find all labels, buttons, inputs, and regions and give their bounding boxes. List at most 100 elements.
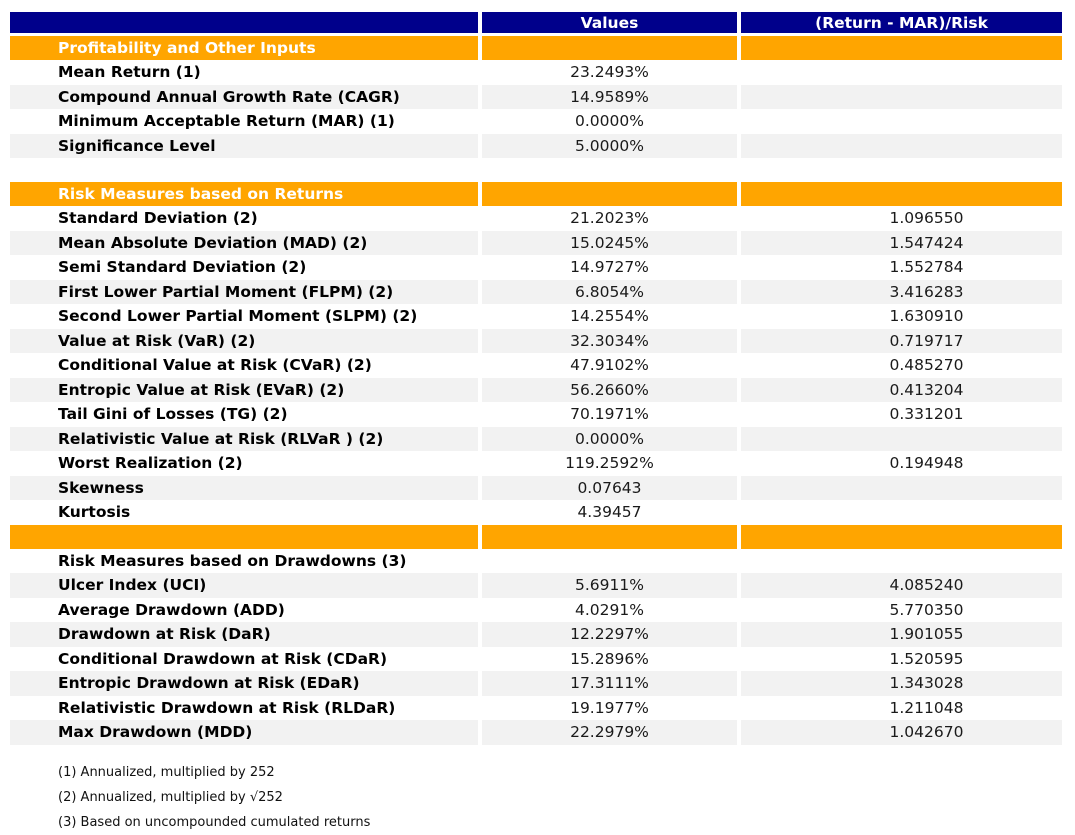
value-cell: 14.9727% [482, 255, 737, 280]
value-cell: 70.1971% [482, 402, 737, 427]
value-cell: 14.9589% [482, 84, 737, 109]
table-row: Max Drawdown (MDD) 22.2979% 1.042670 [10, 720, 1062, 745]
metric-label-cell: Minimum Acceptable Return (MAR) (1) [10, 109, 478, 134]
value-cell: 21.2023% [482, 206, 737, 231]
value-cell [482, 524, 737, 549]
table-body: Profitability and Other Inputs Mean Retur… [10, 36, 1062, 745]
header-ratio-cell: (Return - MAR)/Risk [741, 12, 1062, 33]
metric-label-cell: Drawdown at Risk (DaR) [10, 622, 478, 647]
ratio-cell: 5.770350 [741, 597, 1062, 622]
risk-metrics-table: Values (Return - MAR)/Risk Profitability… [10, 12, 1062, 745]
header-values-cell: Values [482, 12, 737, 33]
value-cell: 4.0291% [482, 597, 737, 622]
table-row: Entropic Drawdown at Risk (EDaR) 17.3111%… [10, 671, 1062, 696]
header-metric-cell [10, 12, 478, 33]
metric-label-cell: Average Drawdown (ADD) [10, 597, 478, 622]
table-row: Compound Annual Growth Rate (CAGR) 14.958… [10, 84, 1062, 109]
footnote: (1) Annualized, multiplied by 252 [58, 765, 275, 780]
metric-label-cell: Kurtosis [10, 500, 478, 525]
metric-label-cell: Standard Deviation (2) [10, 206, 478, 231]
ratio-cell: 1.552784 [741, 255, 1062, 280]
footnote: (2) Annualized, multiplied by √252 [58, 790, 283, 805]
table-row: Relativistic Value at Risk (RLVaR ) (2) 0… [10, 426, 1062, 451]
table-row: Standard Deviation (2) 21.2023% 1.096550 [10, 206, 1062, 231]
ratio-cell [741, 548, 1062, 573]
metric-label-cell: Worst Realization (2) [10, 451, 478, 476]
value-cell: 4.39457 [482, 500, 737, 525]
table-row: Minimum Acceptable Return (MAR) (1) 0.000… [10, 109, 1062, 134]
value-cell: 19.1977% [482, 695, 737, 720]
metric-label-cell [10, 524, 478, 549]
ratio-cell: 1.042670 [741, 720, 1062, 745]
metric-label-cell: Compound Annual Growth Rate (CAGR) [10, 84, 478, 109]
value-cell: 17.3111% [482, 671, 737, 696]
value-cell [482, 182, 737, 206]
table-row: Skewness 0.07643 [10, 475, 1062, 500]
value-cell: 119.2592% [482, 451, 737, 476]
table-row: Conditional Drawdown at Risk (CDaR) 15.28… [10, 646, 1062, 671]
table-row: Entropic Value at Risk (EVaR) (2) 56.2660… [10, 377, 1062, 402]
metric-label-cell: Profitability and Other Inputs [10, 36, 478, 60]
ratio-cell: 1.211048 [741, 695, 1062, 720]
section-band-row: Profitability and Other Inputs [10, 36, 1062, 60]
ratio-cell: 0.331201 [741, 402, 1062, 427]
table-row: Significance Level 5.0000% [10, 133, 1062, 158]
ratio-cell: 3.416283 [741, 279, 1062, 304]
ratio-cell: 0.719717 [741, 328, 1062, 353]
value-cell: 32.3034% [482, 328, 737, 353]
section-spacer-row [10, 158, 1062, 182]
ratio-cell [741, 500, 1062, 525]
value-cell: 0.0000% [482, 109, 737, 134]
section-band-row [10, 524, 1062, 549]
table-row: Second Lower Partial Moment (SLPM) (2) 14… [10, 304, 1062, 329]
ratio-cell [741, 60, 1062, 85]
ratio-cell [741, 524, 1062, 549]
metric-label-cell: Risk Measures based on Drawdowns (3) [10, 548, 478, 573]
value-cell: 22.2979% [482, 720, 737, 745]
metric-label-cell: Entropic Value at Risk (EVaR) (2) [10, 377, 478, 402]
metric-label-cell: Entropic Drawdown at Risk (EDaR) [10, 671, 478, 696]
value-cell: 5.6911% [482, 573, 737, 598]
ratio-cell [741, 475, 1062, 500]
value-cell: 23.2493% [482, 60, 737, 85]
metric-label-cell: Mean Return (1) [10, 60, 478, 85]
value-cell: 5.0000% [482, 133, 737, 158]
ratio-cell [741, 426, 1062, 451]
value-cell: 0.07643 [482, 475, 737, 500]
table-row: Kurtosis 4.39457 [10, 500, 1062, 525]
ratio-cell [741, 84, 1062, 109]
table-row: Relativistic Drawdown at Risk (RLDaR) 19.… [10, 695, 1062, 720]
metric-label-cell: Relativistic Value at Risk (RLVaR ) (2) [10, 426, 478, 451]
ratio-cell [741, 36, 1062, 60]
ratio-cell: 1.520595 [741, 646, 1062, 671]
value-cell: 56.2660% [482, 377, 737, 402]
metric-label-cell: Second Lower Partial Moment (SLPM) (2) [10, 304, 478, 329]
metric-label-cell: Significance Level [10, 133, 478, 158]
metric-label-cell: Skewness [10, 475, 478, 500]
table-row: Semi Standard Deviation (2) 14.9727% 1.552… [10, 255, 1062, 280]
metric-label-cell: Risk Measures based on Returns [10, 182, 478, 206]
ratio-cell: 0.194948 [741, 451, 1062, 476]
ratio-cell: 1.096550 [741, 206, 1062, 231]
table-row: Mean Return (1) 23.2493% [10, 60, 1062, 85]
value-cell: 12.2297% [482, 622, 737, 647]
metric-label-cell: Conditional Value at Risk (CVaR) (2) [10, 353, 478, 378]
metric-label-cell: Conditional Drawdown at Risk (CDaR) [10, 646, 478, 671]
metric-label-cell: Ulcer Index (UCI) [10, 573, 478, 598]
value-cell: 6.8054% [482, 279, 737, 304]
table-row: Conditional Value at Risk (CVaR) (2) 47.9… [10, 353, 1062, 378]
ratio-cell: 0.413204 [741, 377, 1062, 402]
section-band-row: Risk Measures based on Returns [10, 182, 1062, 206]
table-row: Drawdown at Risk (DaR) 12.2297% 1.901055 [10, 622, 1062, 647]
value-cell [482, 36, 737, 60]
table-row: Value at Risk (VaR) (2) 32.3034% 0.719717 [10, 328, 1062, 353]
section-subheader-row: Risk Measures based on Drawdowns (3) [10, 548, 1062, 573]
ratio-cell [741, 133, 1062, 158]
table-row: Average Drawdown (ADD) 4.0291% 5.770350 [10, 597, 1062, 622]
value-cell: 47.9102% [482, 353, 737, 378]
metric-label-cell: Relativistic Drawdown at Risk (RLDaR) [10, 695, 478, 720]
ratio-cell: 1.547424 [741, 230, 1062, 255]
ratio-cell: 1.343028 [741, 671, 1062, 696]
value-cell [482, 548, 737, 573]
